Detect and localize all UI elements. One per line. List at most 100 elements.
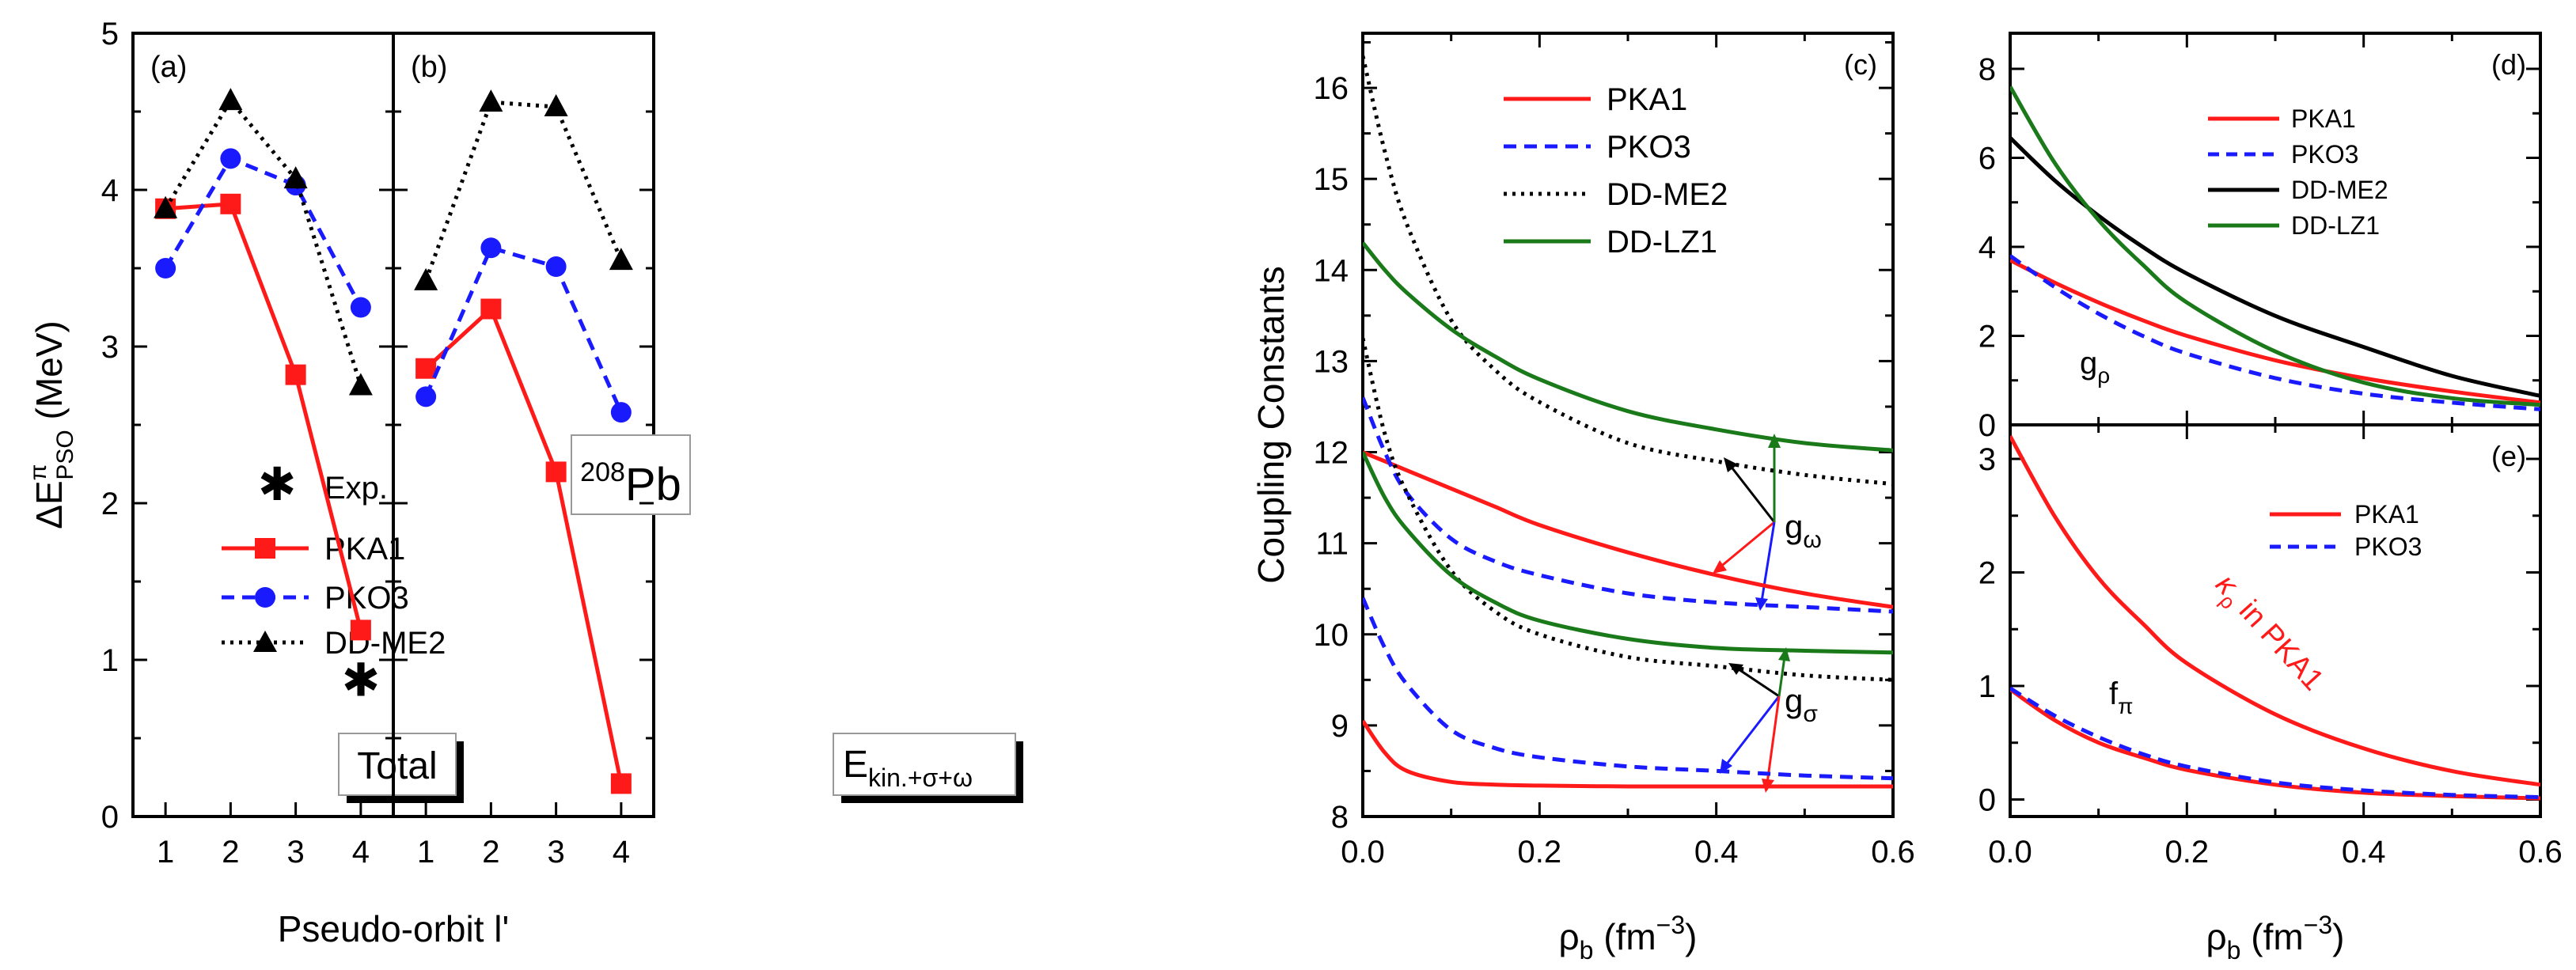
legend-pko3-label: PKO3	[324, 581, 409, 616]
panel-label-a: (a)	[150, 51, 187, 84]
y-tick-label-d: 2	[1978, 320, 1996, 354]
x-tick-label-b: 2	[482, 835, 499, 870]
series-line-pko3-d	[2010, 254, 2540, 411]
x-tick-label-a: 4	[352, 835, 370, 870]
legend-d-pka1-label: PKA1	[2291, 104, 2356, 133]
point-dd-me2-b	[544, 94, 568, 117]
f-pi-label: fπ	[2109, 676, 2133, 718]
g-sigma-label: gσ	[1785, 682, 1818, 727]
nucleus-label: 208Pb	[580, 457, 681, 510]
legend-d-ddme2-label: DD-ME2	[2291, 176, 2388, 204]
y-tick-label-a: 1	[101, 643, 119, 678]
x-tick-label-c: 0.0	[1341, 835, 1385, 870]
x-tick-label-a: 2	[222, 835, 239, 870]
legend-c-ddlz1-label: DD-LZ1	[1607, 225, 1717, 260]
legend-d: PKA1 PKO3 DD-ME2 DD-LZ1	[2208, 104, 2388, 240]
nucleus-box	[571, 434, 691, 515]
y-tick-label-c: 13	[1314, 344, 1349, 379]
x-tick-label-c: 0.2	[1518, 835, 1562, 870]
series-line-pko3-e-f-pi	[2010, 686, 2540, 800]
legend-d-pko3-label: PKO3	[2291, 140, 2358, 169]
series-line-dd-me2-b	[423, 100, 624, 282]
kappa-label: κρ in PKA1	[2205, 568, 2330, 701]
point-dd-me2-a	[348, 373, 373, 396]
point-pka1-b	[610, 773, 632, 794]
g-omega-label: gω	[1785, 508, 1822, 553]
y-tick-label-a: 3	[101, 330, 119, 365]
y-tick-label-a: 0	[101, 800, 119, 835]
series-line-pko3-b	[423, 245, 624, 414]
panel-label-e: (e)	[2491, 440, 2526, 472]
point-pko3-a	[220, 148, 241, 169]
y-tick-label-e: 1	[1978, 669, 1996, 704]
series-line-pka1-d	[2010, 258, 2540, 405]
point-pka1-a	[285, 364, 306, 385]
series-line-pka1-a	[165, 202, 363, 631]
point-dd-me2-b	[414, 267, 438, 290]
x-tick-label-a: 3	[287, 835, 305, 870]
legend-exp-label: Exp.	[324, 471, 388, 506]
y-tick-label-e: 3	[1978, 442, 1996, 477]
legend-e-pka1-label: PKA1	[2354, 500, 2419, 529]
ekin-label: Ekin.+σ+ω	[843, 744, 973, 792]
legend-ddme2-label: DD-ME2	[324, 626, 446, 661]
point-pko3-b	[415, 386, 437, 407]
rho-label-c: ρb (fm−3)	[1559, 911, 1698, 964]
point-dd-me2-a	[283, 166, 308, 189]
y-tick-label-a: 2	[101, 487, 119, 521]
x-tick-label-b: 1	[417, 835, 434, 870]
g-rho-label: gρ	[2080, 346, 2110, 388]
point-dd-me2-a	[154, 195, 178, 218]
x-tick-label-e: 0.2	[2165, 835, 2210, 870]
y-tick-label-c: 9	[1331, 709, 1349, 744]
point-pka1-b	[480, 298, 502, 320]
total-label: Total	[357, 745, 437, 787]
legend-pko3-marker	[255, 587, 275, 608]
x-tick-label-a: 1	[157, 835, 174, 870]
series-line-dd-me2-c-g-omega	[1363, 55, 1893, 487]
y-axis-label-left: ΔEπPSO (MeV)	[25, 320, 78, 529]
series-line-dd-me2-c-g-sigma	[1363, 338, 1893, 682]
y-tick-label-d: 4	[1978, 230, 1996, 265]
series-line-pka1-b	[424, 305, 624, 784]
legend-d-ddlz1-label: DD-LZ1	[2291, 211, 2380, 240]
y-tick-label-a: 5	[101, 17, 119, 51]
series-line-pka1-e-kappa-rho	[2010, 435, 2540, 787]
point-pka1-a	[220, 193, 241, 214]
point-pko3-b	[480, 237, 502, 259]
y-tick-label-c: 11	[1315, 527, 1349, 562]
series-line-dd-lz1-c-g-omega	[1363, 241, 1893, 453]
ekin-box	[833, 733, 1016, 796]
legend-a: ✱ Exp. PKA1 PKO3 DD-ME2	[222, 459, 446, 661]
point-pka1-b	[545, 461, 567, 483]
point-pko3-b	[545, 256, 567, 278]
y-tick-label-c: 8	[1331, 800, 1349, 835]
y-tick-label-c: 16	[1314, 71, 1349, 106]
legend-e: PKA1 PKO3	[2270, 500, 2422, 561]
series-group-e	[2010, 435, 2540, 801]
x-tick-label-e: 0.6	[2518, 835, 2563, 870]
point-pko3-a	[350, 297, 371, 318]
point-dd-me2-a	[218, 88, 243, 111]
y-tick-label-d: 8	[1978, 52, 1996, 87]
y-tick-label-d: 0	[1978, 408, 1996, 443]
legend-c-ddme2-label: DD-ME2	[1607, 177, 1728, 212]
y-tick-label-c: 15	[1314, 162, 1349, 197]
series-line-dd-me2-a	[163, 97, 363, 387]
series-line-pko3-c-g-omega	[1363, 396, 1893, 614]
point-pko3-b	[610, 402, 632, 423]
series-group-d	[2010, 85, 2540, 411]
series-line-pka1-c-g-omega	[1363, 450, 1893, 609]
legend-c-pko3-label: PKO3	[1607, 130, 1691, 165]
g-omega-annotation: gω	[1713, 434, 1822, 611]
total-box	[338, 733, 457, 796]
legend-c-pka1-label: PKA1	[1607, 82, 1687, 117]
x-tick-label-e: 0.4	[2342, 835, 2386, 870]
point-dd-me2-b	[609, 248, 633, 271]
y-tick-label-e: 0	[1978, 782, 1996, 817]
point-pko3-a	[155, 258, 176, 278]
point-pka1-a	[350, 620, 371, 641]
series-group-c	[1363, 55, 1893, 789]
x-tick-label-b: 3	[548, 835, 565, 870]
